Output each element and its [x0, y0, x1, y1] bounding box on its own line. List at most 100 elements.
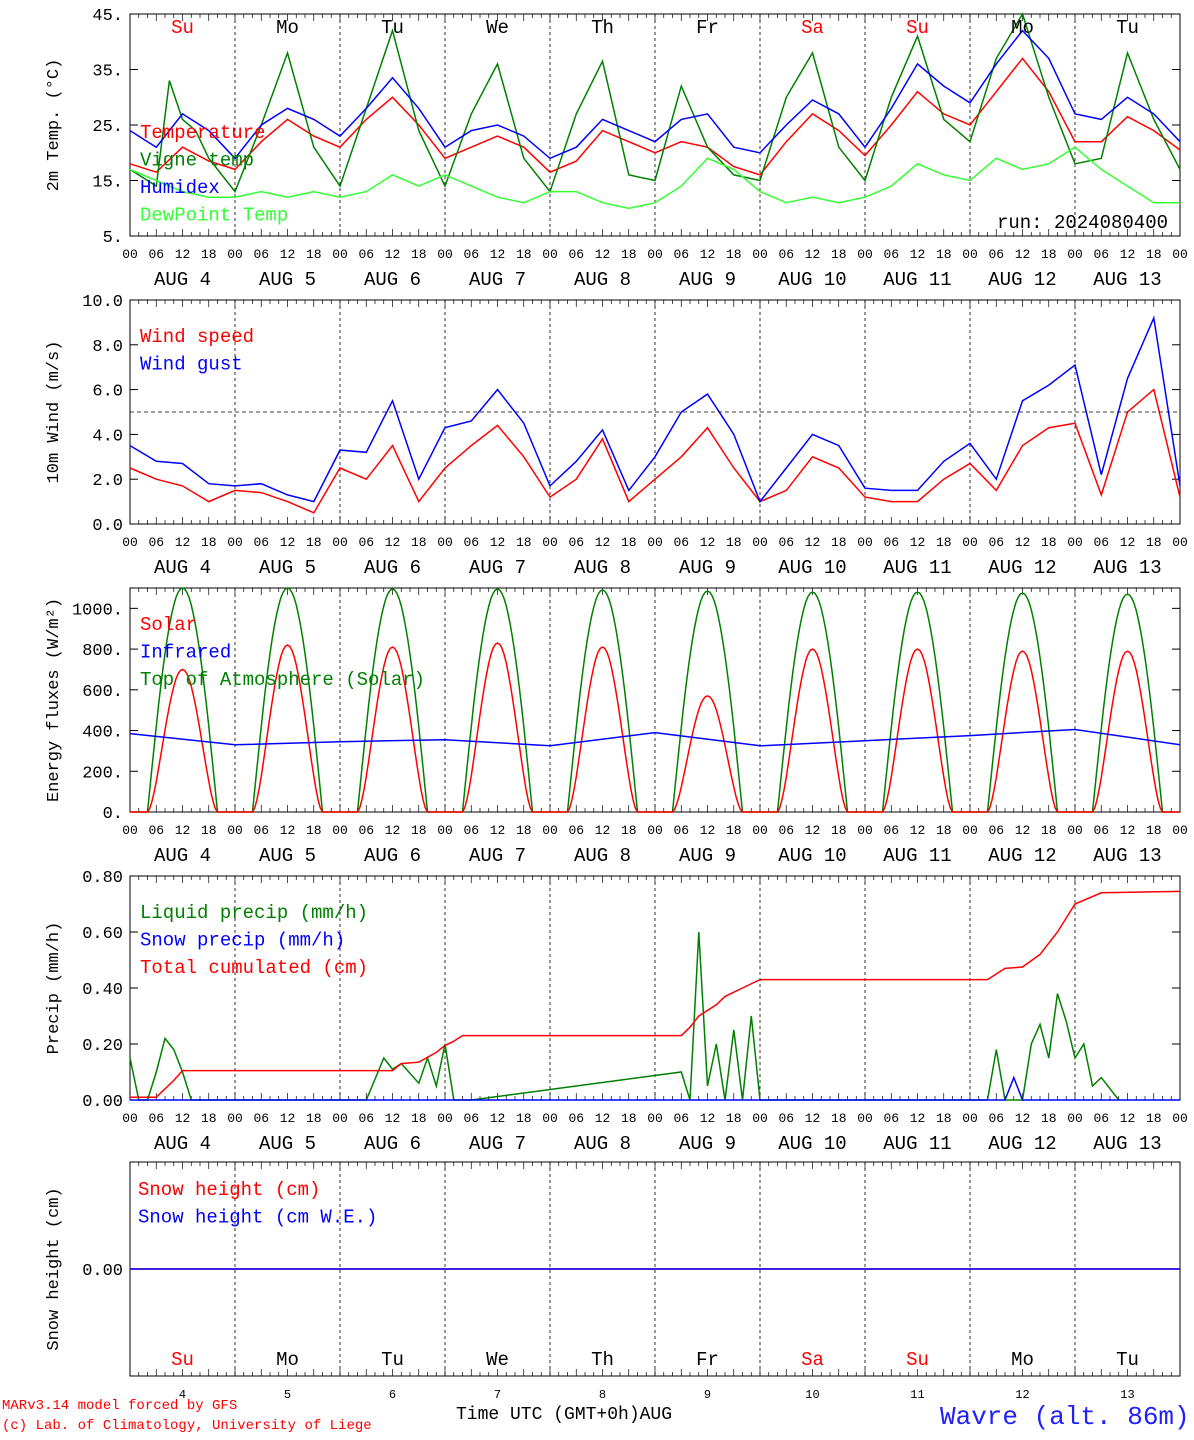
y-axis-label: Precip (mm/h)	[45, 922, 64, 1055]
day-name-top: Su	[906, 17, 929, 39]
hour-tick-label: 18	[726, 247, 742, 262]
hour-tick-label: 12	[910, 247, 926, 262]
y-tick-label: 0.00	[82, 1262, 123, 1281]
hour-tick-label: 12	[490, 535, 506, 550]
day-name-top: Th	[591, 17, 614, 39]
hour-tick-label: 18	[1146, 823, 1162, 838]
day-name-top: Mo	[1011, 17, 1034, 39]
hour-tick-label: 18	[1146, 247, 1162, 262]
hour-tick-label: 18	[1041, 535, 1057, 550]
series-humidex	[129, 29, 1181, 160]
hour-tick-label: 12	[385, 823, 401, 838]
hour-tick-label: 06	[883, 247, 899, 262]
day-name-bottom: Su	[171, 1349, 194, 1371]
day-name-top: Tu	[1116, 17, 1139, 39]
hour-tick-label: 12	[385, 1111, 401, 1126]
date-label: AUG 12	[988, 1133, 1056, 1155]
hour-tick-label: 00	[437, 1111, 453, 1126]
hour-tick-label: 18	[201, 1111, 217, 1126]
hour-tick-label: 12	[1015, 823, 1031, 838]
hour-tick-label: 00	[332, 823, 348, 838]
station-name: Wavre (alt. 86m)	[940, 1402, 1190, 1432]
y-tick-label: 8.0	[92, 338, 123, 357]
y-tick-label: 0.0	[92, 517, 123, 536]
y-tick-label: 6.0	[92, 383, 123, 402]
day-number: 7	[494, 1388, 501, 1402]
hour-tick-label: 06	[253, 823, 269, 838]
date-label: AUG 4	[154, 845, 211, 867]
plot-frame	[129, 587, 1181, 813]
hour-tick-label: 18	[831, 823, 847, 838]
day-number: 5	[284, 1388, 291, 1402]
legend-temperature: Temperature	[140, 122, 265, 144]
y-axis-label: Snow height (cm)	[45, 1187, 64, 1350]
date-label: AUG 11	[883, 269, 951, 291]
hour-tick-label: 12	[385, 247, 401, 262]
date-label: AUG 10	[778, 845, 846, 867]
hour-tick-label: 06	[883, 535, 899, 550]
day-name-bottom: Su	[906, 1349, 929, 1371]
hour-tick-label: 06	[568, 1111, 584, 1126]
hour-tick-label: 00	[1067, 1111, 1083, 1126]
hour-tick-label: 06	[988, 1111, 1004, 1126]
date-label: AUG 12	[988, 557, 1056, 579]
day-number: 13	[1120, 1388, 1134, 1402]
hour-tick-label: 06	[1093, 247, 1109, 262]
hour-tick-label: 12	[910, 1111, 926, 1126]
date-label: AUG 6	[364, 1133, 421, 1155]
panel-2: 10m Wind (m/s)10.08.06.04.02.00.000 06 12 1…	[45, 293, 1188, 579]
legend-total-cumulated-cm: Total cumulated (cm)	[140, 957, 368, 979]
hour-tick-label: 18	[936, 535, 952, 550]
hour-tick-label: 00	[542, 823, 558, 838]
lab-credit: (c) Lab. of Climatology, University of L…	[2, 1418, 372, 1434]
date-label: AUG 5	[259, 269, 316, 291]
date-label: AUG 13	[1093, 1133, 1161, 1155]
date-label: AUG 8	[574, 557, 631, 579]
day-name-bottom: We	[486, 1349, 509, 1371]
hour-tick-label: 06	[358, 247, 374, 262]
legend-top-of-atmosphere-solar: Top of Atmosphere (Solar)	[140, 669, 425, 691]
hour-tick-label: 12	[910, 823, 926, 838]
date-label: AUG 8	[574, 269, 631, 291]
date-label: AUG 11	[883, 1133, 951, 1155]
date-label: AUG 4	[154, 557, 211, 579]
hour-tick-label: 06	[778, 535, 794, 550]
day-name-top: Sa	[801, 17, 824, 39]
date-label: AUG 13	[1093, 557, 1161, 579]
day-name-bottom: Tu	[381, 1349, 404, 1371]
date-label: AUG 12	[988, 845, 1056, 867]
y-tick-label: 0.80	[82, 869, 123, 888]
hour-tick-label: 06	[358, 823, 374, 838]
hour-tick-label: 06	[988, 247, 1004, 262]
hour-tick-label: 00	[1172, 247, 1188, 262]
date-label: AUG 9	[679, 269, 736, 291]
hour-tick-label: 00	[122, 823, 138, 838]
hour-tick-label: 00	[1172, 823, 1188, 838]
hour-tick-label: 12	[1015, 1111, 1031, 1126]
hour-tick-label: 06	[778, 247, 794, 262]
date-label: AUG 7	[469, 269, 526, 291]
hour-tick-label: 18	[1041, 247, 1057, 262]
hour-tick-label: 00	[1067, 247, 1083, 262]
y-tick-label: 10.0	[82, 293, 123, 312]
hour-tick-label: 18	[1041, 823, 1057, 838]
date-label: AUG 10	[778, 557, 846, 579]
model-credit: MARv3.14 model forced by GFS	[2, 1398, 238, 1414]
date-label: AUG 12	[988, 269, 1056, 291]
day-name-top: We	[486, 17, 509, 39]
hour-tick-label: 06	[778, 1111, 794, 1126]
run-label: run: 2024080400	[997, 212, 1168, 234]
hour-tick-label: 18	[831, 535, 847, 550]
hour-tick-label: 06	[988, 535, 1004, 550]
date-label: AUG 13	[1093, 845, 1161, 867]
hour-tick-label: 00	[647, 535, 663, 550]
hour-tick-label: 00	[1172, 535, 1188, 550]
hour-tick-label: 12	[1120, 535, 1136, 550]
date-label: AUG 6	[364, 557, 421, 579]
date-label: AUG 6	[364, 269, 421, 291]
hour-tick-label: 18	[936, 1111, 952, 1126]
hour-tick-label: 00	[1067, 823, 1083, 838]
hour-tick-label: 06	[253, 247, 269, 262]
y-tick-label: 15.	[92, 174, 123, 193]
